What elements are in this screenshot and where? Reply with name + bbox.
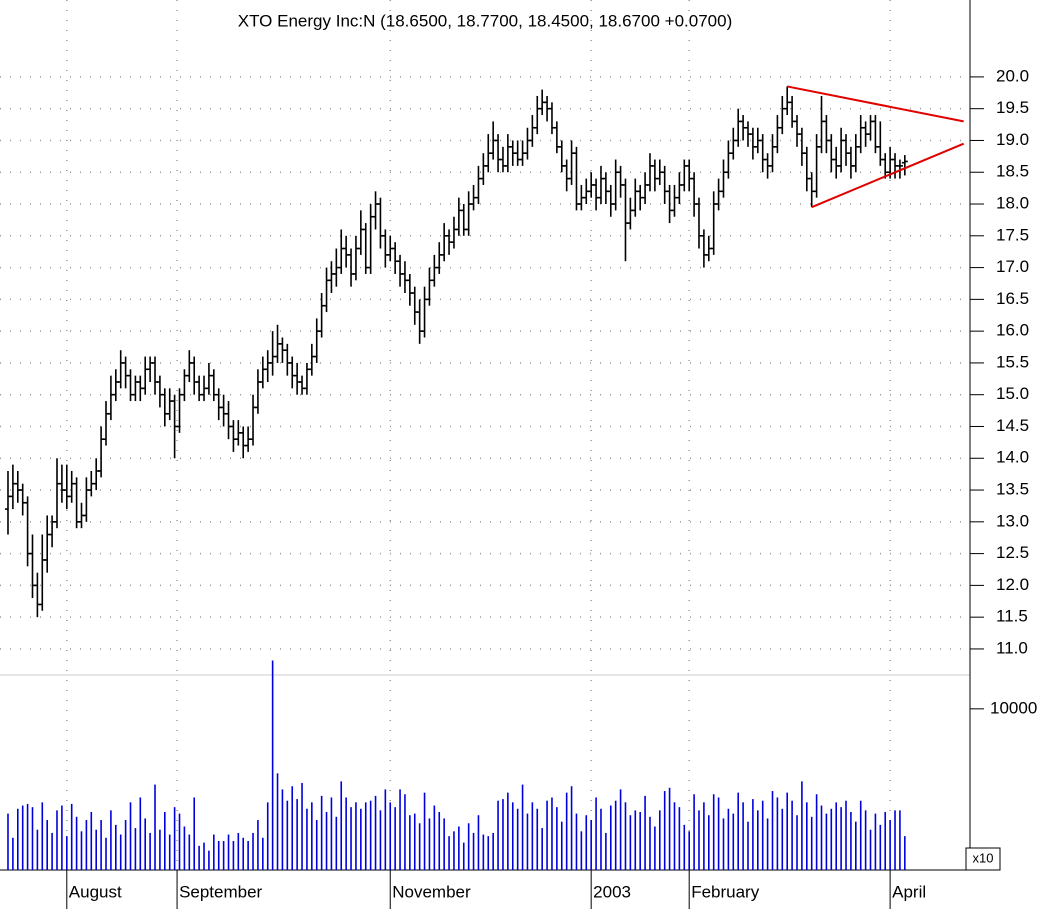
y-tick-label: 14.0 [996,448,1029,467]
x-tick-label: November [392,882,471,901]
y-tick-label: 17.5 [996,225,1029,244]
y-tick-label: 18.5 [996,162,1029,181]
chart-title: XTO Energy Inc:N (18.6500, 18.7700, 18.4… [238,11,732,30]
y-tick-label: 16.5 [996,289,1029,308]
trendline [811,142,965,209]
y-tick-label: 17.0 [996,257,1029,276]
y-tick-label: 15.0 [996,384,1029,403]
y-tick-label: 16.0 [996,321,1029,340]
x-tick-label: February [691,882,760,901]
y-tick-label: 13.0 [996,511,1029,530]
x-tick-label: August [69,882,122,901]
trendline [787,85,964,123]
volume-unit: x10 [973,850,994,865]
y-tick-label: 18.0 [996,194,1029,213]
y-tick-label: 12.5 [996,543,1029,562]
y-tick-label: 19.5 [996,98,1029,117]
volume-unit-box [965,847,1001,871]
x-tick-label: April [892,882,926,901]
y-tick-label: 15.5 [996,352,1029,371]
x-tick-label: September [179,882,262,901]
y-tick-label: 13.5 [996,480,1029,499]
y-tick-label: 19.0 [996,130,1029,149]
y-tick-label: 14.5 [996,416,1029,435]
y-tick-label: 11.0 [996,638,1028,657]
x-tick-label: 2003 [593,882,631,901]
volume-tick-label: 10000 [990,698,1037,717]
y-tick-label: 11.5 [996,607,1028,626]
y-tick-label: 12.0 [996,575,1029,594]
y-tick-label: 20.0 [996,66,1029,85]
